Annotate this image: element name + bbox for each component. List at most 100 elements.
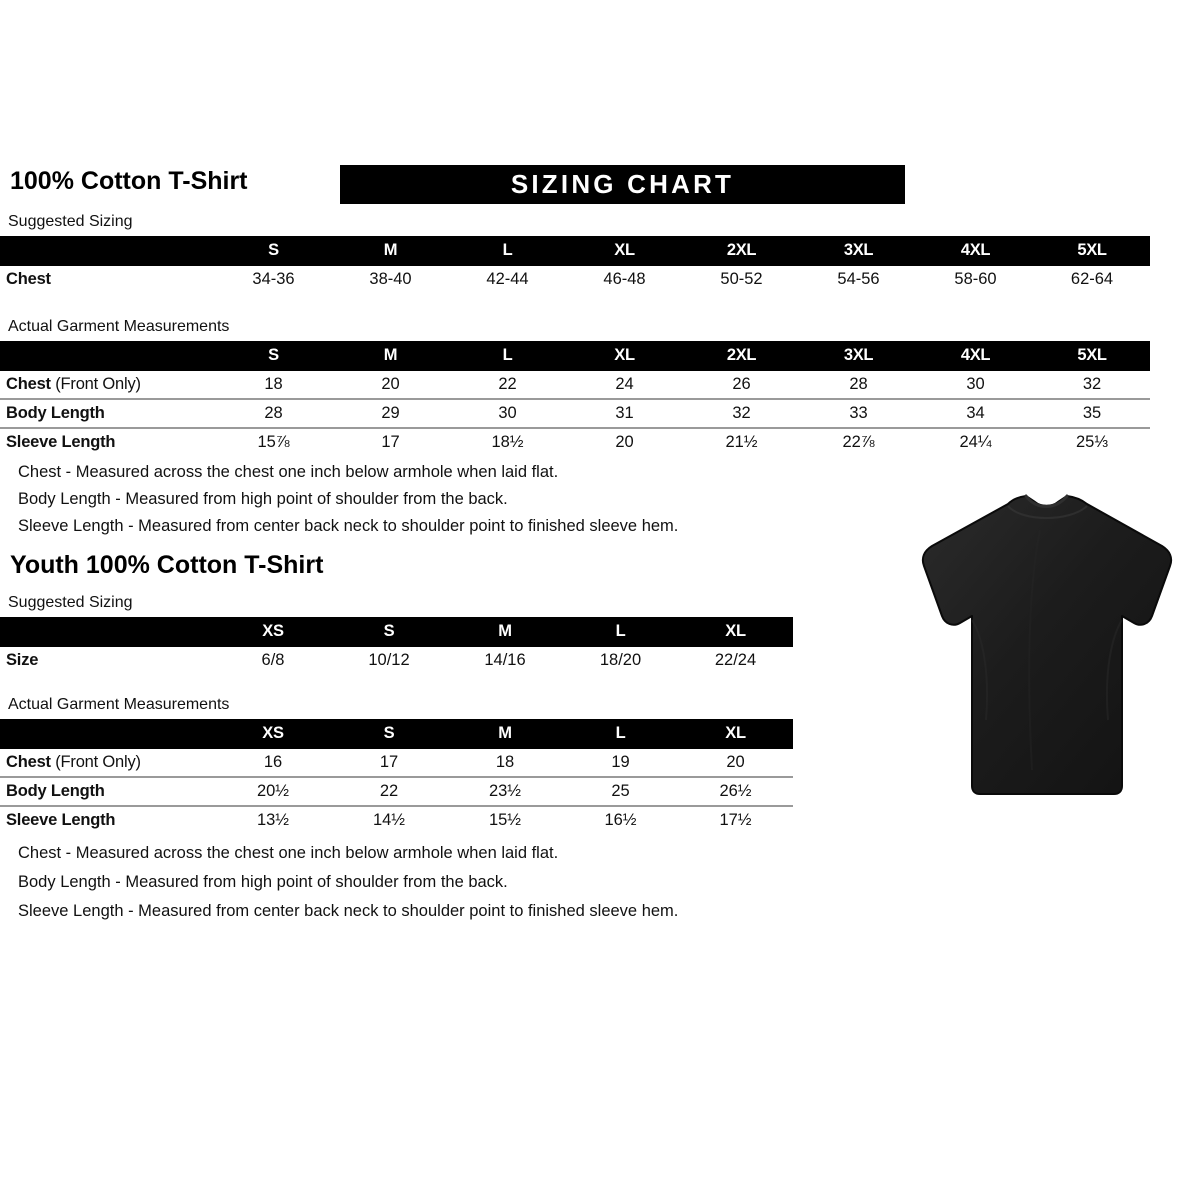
youth-actual-row-2-label: Sleeve Length xyxy=(0,805,215,834)
adult-actual-row-2-val-2: 18½ xyxy=(449,427,566,456)
adult-suggested-col-8: 5XL xyxy=(1077,241,1107,259)
youth-actual-col-2: S xyxy=(383,724,395,742)
adult-actual-table: S M L XL 2XL 3XL 4XL 5XL Chest (Front On… xyxy=(0,341,1150,456)
youth-actual-row-1-val-1: 22 xyxy=(331,776,447,806)
adult-actual-row-2-val-7: 25⅓ xyxy=(1034,427,1150,456)
adult-actual-row-0-val-2: 22 xyxy=(498,375,517,393)
table-row: Body Length 28 29 30 31 32 33 34 35 xyxy=(0,398,1150,428)
table-row: Chest (Front Only) 18 20 22 24 26 28 30 … xyxy=(0,371,1150,399)
youth-actual-row-2-val-2: 15½ xyxy=(447,805,563,834)
adult-suggested-col-3: L xyxy=(502,241,513,259)
row-label-main: Sleeve Length xyxy=(6,811,116,829)
youth-note-chest: Chest - Measured across the chest one in… xyxy=(18,844,559,862)
adult-actual-row-1-val-1: 29 xyxy=(332,398,449,428)
row-label-main: Chest xyxy=(6,753,51,771)
adult-actual-row-0-val-5: 28 xyxy=(849,375,868,393)
youth-actual-col-0 xyxy=(0,719,215,749)
adult-actual-row-1-val-6: 34 xyxy=(917,398,1034,428)
table-row: Chest (Front Only) 16 17 18 19 20 xyxy=(0,749,793,777)
table-row: Chest 34-36 38-40 42-44 46-48 50-52 54-5… xyxy=(0,266,1150,293)
row-label-main: Sleeve Length xyxy=(6,433,116,451)
youth-actual-header-row: XS S M L XL xyxy=(0,719,793,749)
youth-suggested-table: XS S M L XL Size 6/8 10/12 14/16 18/20 2… xyxy=(0,617,793,674)
youth-note-body-length: Body Length - Measured from high point o… xyxy=(18,873,508,891)
adult-actual-col-3: L xyxy=(502,346,513,364)
youth-suggested-row-0-val-0: 6/8 xyxy=(261,651,285,669)
youth-actual-row-2-val-0: 13½ xyxy=(215,805,331,834)
adult-actual-row-0-val-3: 24 xyxy=(615,375,634,393)
adult-suggested-row-0-val-4: 50-52 xyxy=(720,270,763,288)
adult-note-chest: Chest - Measured across the chest one in… xyxy=(18,463,559,481)
youth-suggested-col-4: L xyxy=(615,622,626,640)
adult-actual-row-1-val-5: 33 xyxy=(800,398,917,428)
tshirt-icon xyxy=(921,494,1173,795)
adult-actual-row-1-val-3: 31 xyxy=(566,398,683,428)
youth-suggested-row-0-val-3: 18/20 xyxy=(599,651,642,669)
adult-actual-row-1-val-4: 32 xyxy=(683,398,800,428)
youth-actual-row-0-val-0: 16 xyxy=(263,753,283,771)
row-label-main: Chest xyxy=(6,375,51,393)
adult-actual-row-0-val-6: 30 xyxy=(966,375,985,393)
adult-suggested-row-0-val-2: 42-44 xyxy=(486,270,529,288)
youth-actual-col-1: XS xyxy=(262,724,284,742)
youth-actual-col-4: L xyxy=(615,724,626,742)
adult-suggested-col-0 xyxy=(0,236,215,266)
youth-actual-row-1-val-4: 26½ xyxy=(678,776,793,806)
adult-suggested-col-2: M xyxy=(383,241,398,259)
adult-actual-row-0-val-1: 20 xyxy=(381,375,400,393)
youth-actual-row-2-val-3: 16½ xyxy=(563,805,678,834)
adult-actual-col-8: 5XL xyxy=(1077,346,1107,364)
table-row: Sleeve Length 13½ 14½ 15½ 16½ 17½ xyxy=(0,805,793,834)
adult-suggested-row-0-val-3: 46-48 xyxy=(603,270,646,288)
youth-actual-row-1-val-0: 20½ xyxy=(215,776,331,806)
youth-suggested-label: Suggested Sizing xyxy=(8,594,133,611)
sizing-chart-banner: SIZING CHART xyxy=(340,165,905,204)
adult-actual-row-2-val-0: 15⅞ xyxy=(215,427,332,456)
adult-section-title: 100% Cotton T-Shirt xyxy=(10,167,248,195)
adult-actual-row-1-val-2: 30 xyxy=(449,398,566,428)
adult-actual-row-1-label: Body Length xyxy=(0,398,215,428)
adult-actual-header-row: S M L XL 2XL 3XL 4XL 5XL xyxy=(0,341,1150,371)
table-row: Size 6/8 10/12 14/16 18/20 22/24 xyxy=(0,647,793,674)
youth-actual-row-2-val-4: 17½ xyxy=(678,805,793,834)
adult-actual-row-0-label: Chest (Front Only) xyxy=(0,371,215,399)
adult-suggested-table: S M L XL 2XL 3XL 4XL 5XL Chest 34-36 38-… xyxy=(0,236,1150,293)
youth-suggested-col-5: XL xyxy=(725,622,746,640)
adult-actual-row-2-val-6: 24¼ xyxy=(917,427,1034,456)
adult-suggested-label: Suggested Sizing xyxy=(8,213,133,230)
adult-actual-row-0-val-0: 18 xyxy=(264,375,283,393)
youth-section-title: Youth 100% Cotton T-Shirt xyxy=(10,551,324,579)
youth-actual-label: Actual Garment Measurements xyxy=(8,696,230,713)
adult-actual-row-2-val-5: 22⅞ xyxy=(800,427,917,456)
adult-suggested-col-1: S xyxy=(268,241,279,259)
table-row: Body Length 20½ 22 23½ 25 26½ xyxy=(0,776,793,806)
adult-actual-row-0-val-4: 26 xyxy=(732,375,751,393)
youth-actual-col-3: M xyxy=(498,724,512,742)
adult-actual-col-7: 4XL xyxy=(960,346,991,364)
youth-suggested-col-0 xyxy=(0,617,215,647)
adult-actual-row-1-val-0: 28 xyxy=(215,398,332,428)
adult-suggested-header-row: S M L XL 2XL 3XL 4XL 5XL xyxy=(0,236,1150,266)
youth-suggested-col-1: XS xyxy=(262,622,284,640)
adult-actual-label: Actual Garment Measurements xyxy=(8,318,230,335)
adult-suggested-row-0-val-7: 62-64 xyxy=(1070,270,1114,288)
youth-suggested-row-0-label: Size xyxy=(0,647,215,674)
row-label-main: Size xyxy=(6,651,39,669)
adult-actual-col-1: S xyxy=(268,346,279,364)
youth-actual-row-0-val-2: 18 xyxy=(495,753,515,771)
youth-actual-row-2-val-1: 14½ xyxy=(331,805,447,834)
adult-note-sleeve-length: Sleeve Length - Measured from center bac… xyxy=(18,517,679,535)
adult-actual-row-0-val-7: 32 xyxy=(1082,375,1102,393)
youth-actual-row-0-val-4: 20 xyxy=(726,753,745,771)
adult-note-body-length: Body Length - Measured from high point o… xyxy=(18,490,508,508)
youth-actual-row-1-val-2: 23½ xyxy=(447,776,563,806)
adult-suggested-row-0-val-5: 54-56 xyxy=(837,270,880,288)
adult-actual-row-2-val-3: 20 xyxy=(566,427,683,456)
adult-actual-col-4: XL xyxy=(614,346,635,364)
sizing-chart-banner-label: SIZING CHART xyxy=(510,169,735,199)
youth-suggested-row-0-val-2: 14/16 xyxy=(484,651,526,669)
adult-actual-col-0 xyxy=(0,341,215,371)
tshirt-illustration xyxy=(890,470,1200,810)
youth-suggested-row-0-val-4: 22/24 xyxy=(714,651,757,669)
